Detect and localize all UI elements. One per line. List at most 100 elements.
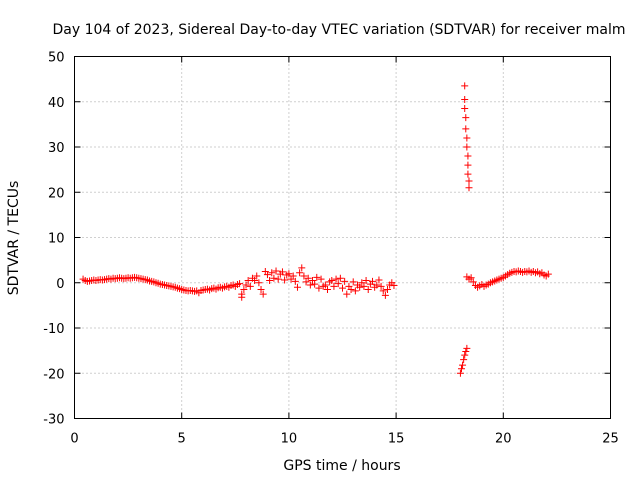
y-tick-label: -20 [43,367,64,382]
y-tick-label: -30 [43,413,64,428]
data-point [315,284,323,292]
data-point [379,287,387,295]
data-point [464,152,472,160]
y-axis-label: SDTVAR / TECUs [6,181,22,296]
x-tick-label: 20 [495,432,512,447]
y-tick-label: 20 [48,186,65,201]
data-point [347,286,355,294]
y-axis: -30 -20 -10 0 10 20 30 40 50 [43,51,611,428]
data-point [240,286,248,294]
data-point [375,276,383,284]
data-point [317,275,325,283]
data-point [465,177,473,185]
data-point [308,276,316,284]
y-tick-label: 0 [56,277,64,292]
data-point [464,170,472,178]
data-point [274,275,282,283]
data-point [330,282,338,290]
data-point [369,277,377,285]
grid [74,56,611,419]
data-point [323,286,331,294]
data-point [467,274,475,282]
data-point [251,276,259,284]
data-point [462,348,470,356]
data-point [332,275,340,283]
data-point [349,278,357,286]
data-point [381,291,389,299]
data-point [464,161,472,169]
data-point [462,114,470,122]
data-point [356,283,364,291]
data-point [302,278,310,286]
data-point [253,272,261,280]
data-point [358,279,366,287]
data-point [278,268,286,276]
data-point [463,134,471,142]
data-point [291,277,299,285]
data-point [304,274,312,282]
data-series [79,82,552,377]
x-axis: 0 5 10 15 20 25 [70,56,619,447]
data-point [289,272,297,280]
data-point [313,273,321,281]
data-point [263,271,271,279]
plot-frame [74,56,611,419]
data-point [463,143,471,151]
data-point [463,344,471,352]
data-point [457,365,465,373]
data-point [460,356,468,364]
data-point [377,282,385,290]
data-point [384,286,392,294]
chart-title: Day 104 of 2023, Sidereal Day-to-day VTE… [53,22,626,38]
data-point [281,276,289,284]
data-point [360,282,368,290]
data-point [306,281,314,289]
data-point [268,269,276,277]
data-point [257,286,265,294]
x-tick-label: 0 [70,432,78,447]
data-point [456,369,464,377]
data-point [462,125,470,133]
data-point [244,276,252,284]
data-point [336,274,344,282]
y-tick-label: 10 [48,232,65,247]
data-point [461,82,469,90]
data-point [266,276,274,284]
x-tick-label: 15 [388,432,405,447]
y-tick-label: 50 [48,51,65,66]
y-tick-label: -10 [43,322,64,337]
data-point [321,281,329,289]
data-point [238,293,246,301]
data-point [362,276,370,284]
data-point [255,279,263,287]
data-point [242,281,250,289]
data-point [298,264,306,272]
data-point [300,272,308,280]
data-point [351,287,359,295]
data-point [341,277,349,285]
x-axis-label: GPS time / hours [283,458,400,474]
data-point [246,282,254,290]
data-point [343,290,351,298]
y-tick-label: 40 [48,96,65,111]
y-tick-label: 30 [48,141,65,156]
data-point [469,278,477,286]
data-point [461,351,469,359]
data-point [459,361,467,369]
data-point [465,184,473,192]
data-point [339,284,346,292]
data-point [334,280,342,288]
data-point [272,267,280,275]
data-point [364,286,372,294]
data-point [328,276,336,284]
data-point [270,274,278,282]
data-point [311,280,319,288]
x-tick-label: 25 [602,432,619,447]
data-point [236,280,244,288]
data-point [544,270,552,278]
x-tick-label: 10 [281,432,298,447]
data-point [285,270,293,278]
data-point [293,283,301,291]
x-tick-label: 5 [178,432,186,447]
data-point [296,269,304,277]
